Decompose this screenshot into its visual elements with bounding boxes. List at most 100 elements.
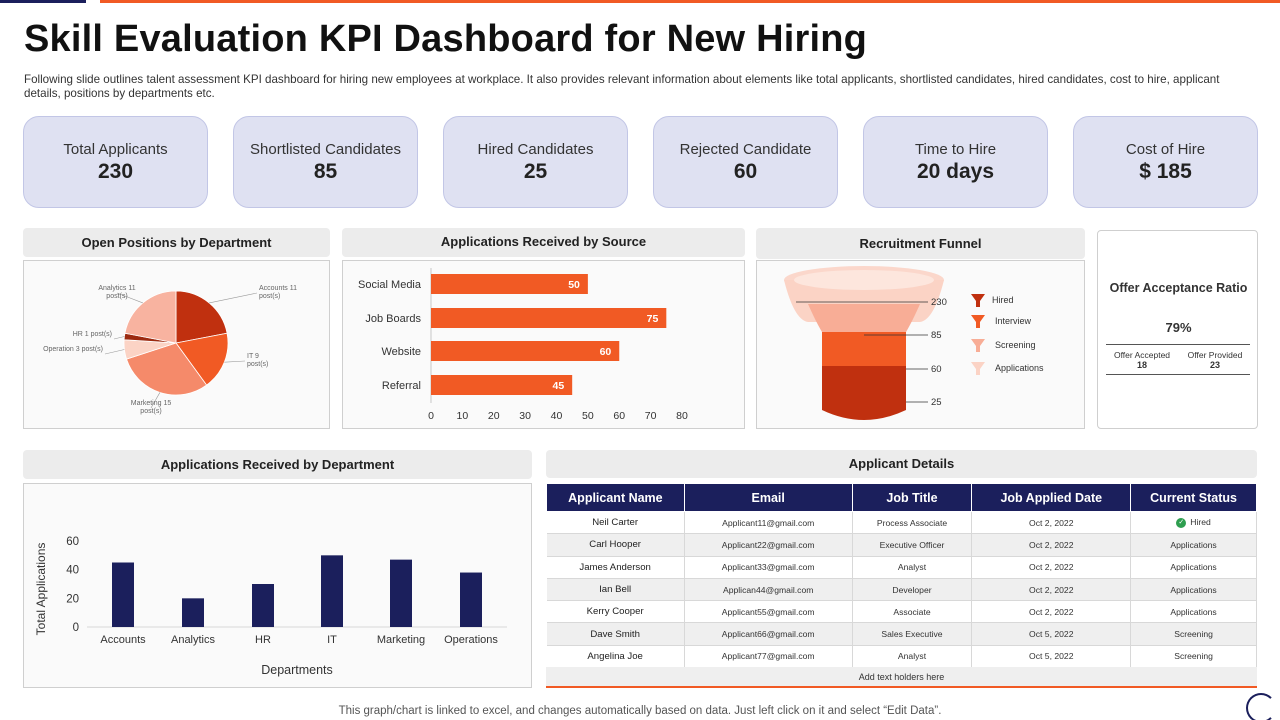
cell-name: James Anderson (546, 556, 685, 579)
funnel-value-label: 230 (931, 297, 947, 308)
table-row: Kerry Cooper Applicant55@gmail.com Assoc… (546, 600, 1257, 624)
bar-value-label: 75 (647, 313, 659, 325)
top-accent-navy (0, 0, 86, 3)
refresh-icon (1246, 693, 1276, 720)
x-tick-label: 0 (428, 410, 434, 422)
bar (460, 572, 482, 627)
offer-provided-label: Offer Provided (1187, 350, 1243, 360)
table-row: Ian Bell Applican44@gmail.com Developer … (546, 578, 1257, 602)
funnel-legend-label: Screening (995, 340, 1036, 350)
cell-status: Screening (1130, 622, 1257, 646)
pie-leader-line (113, 336, 125, 340)
cell-date: Oct 2, 2022 (971, 511, 1132, 535)
funnel-legend-label: Hired (992, 295, 1014, 305)
cell-job-title: Developer (852, 578, 973, 602)
bar (431, 308, 667, 328)
source-bar-chart: Social Media 50 Job Boards 75 Website 60 Refer… (358, 268, 688, 422)
pie-leader-line (104, 349, 125, 355)
kpi-label: Rejected Candidate (679, 141, 812, 158)
category-label: Job Boards (365, 313, 421, 325)
y-tick-label: 0 (73, 622, 79, 634)
cell-status: Applications (1130, 533, 1257, 557)
cell-email: Applicant77@gmail.com (684, 645, 853, 669)
offer-accepted-value: 18 (1136, 360, 1147, 370)
cell-job-title: Sales Executive (852, 622, 973, 646)
x-tick-label: HR (255, 634, 271, 646)
cell-job-title: Executive Officer (852, 533, 973, 557)
pie-slice-label: Operation 3 post(s) (43, 346, 103, 353)
cell-name: Dave Smith (546, 622, 685, 646)
funnel-stage-screening (808, 304, 920, 332)
cell-email: Applicant66@gmail.com (684, 622, 853, 646)
cell-email: Applicant22@gmail.com (684, 533, 853, 557)
bar (252, 584, 274, 627)
bar (431, 341, 620, 361)
bar (390, 559, 412, 627)
kpi-label: Shortlisted Candidates (250, 141, 401, 158)
cell-date: Oct 2, 2022 (971, 533, 1132, 557)
y-tick-label: 40 (66, 565, 79, 577)
table-row: Dave Smith Applicant66@gmail.com Sales E… (546, 622, 1257, 646)
cell-job-title: Process Associate (852, 511, 973, 535)
funnel-stage-hired (822, 366, 906, 420)
y-tick-label: 20 (66, 593, 79, 605)
dept-bar-chart: 0 20 40 60 Accounts Analytics HR IT Marketing Ope… (34, 536, 507, 677)
kpi-label: Total Applicants (63, 141, 168, 158)
cell-status: Applications (1130, 600, 1257, 624)
kpi-rejected: Rejected Candidate 60 (653, 116, 838, 208)
funnel-legend-icon (971, 315, 985, 328)
y-tick-label: 60 (66, 536, 79, 548)
bar (431, 274, 588, 294)
col-header-name: Applicant Name (546, 483, 685, 512)
x-tick-label: 30 (519, 410, 531, 422)
funnel-stage-interview (822, 332, 906, 366)
cell-name: Ian Bell (546, 578, 685, 602)
cell-date: Oct 2, 2022 (971, 556, 1132, 579)
status-text: Hired (1190, 517, 1211, 528)
x-tick-label: 80 (676, 410, 688, 422)
pie-chart: Accounts 11 post(s) IT 9 post(s) Marketing 1… (43, 285, 297, 415)
cell-status: Screening (1130, 645, 1257, 669)
cell-job-title: Associate (852, 600, 973, 624)
cell-email: Applicant11@gmail.com (684, 511, 853, 535)
x-tick-label: 70 (645, 410, 657, 422)
section-header-open-positions: Open Positions by Department (23, 228, 330, 257)
col-header-job-title: Job Title (851, 483, 973, 512)
funnel-legend-label: Applications (995, 363, 1044, 373)
kpi-label: Hired Candidates (477, 141, 594, 158)
cell-job-title: Analyst (852, 556, 973, 579)
applicant-table: Applicant Name Email Job Title Job Appli… (546, 483, 1257, 669)
section-header-apps-by-source: Applications Received by Source (342, 228, 745, 257)
cell-name: Angelina Joe (546, 645, 685, 669)
bar (321, 555, 343, 627)
table-row: Neil Carter Applicant11@gmail.com Proces… (546, 511, 1257, 535)
kpi-time-to-hire: Time to Hire 20 days (863, 116, 1048, 208)
page-title: Skill Evaluation KPI Dashboard for New H… (24, 18, 868, 60)
pie-slice-label: Marketing 15 post(s) (131, 400, 172, 415)
y-axis-title: Total Applications (34, 543, 48, 636)
section-header-applicant-details: Applicant Details (546, 450, 1257, 478)
kpi-total-applicants: Total Applicants 230 (23, 116, 208, 208)
bar (182, 598, 204, 627)
x-tick-label: Operations (444, 634, 498, 646)
funnel-legend-icon (971, 362, 985, 375)
bar (431, 375, 573, 395)
x-tick-label: Accounts (100, 634, 146, 646)
pie-leader-line (224, 360, 246, 363)
top-accent-orange (100, 0, 1280, 3)
funnel-value-label: 85 (931, 330, 942, 341)
kpi-shortlisted: Shortlisted Candidates 85 (233, 116, 418, 208)
kpi-value: $ 185 (1139, 160, 1192, 183)
cell-name: Neil Carter (546, 511, 685, 535)
cell-email: Applican44@gmail.com (684, 578, 853, 602)
offer-title: Offer Acceptance Ratio (1109, 281, 1248, 295)
x-tick-label: IT (327, 634, 337, 646)
cell-status: Applications (1130, 578, 1257, 602)
offer-divider-bottom (1106, 374, 1250, 375)
pie-slice (126, 342, 208, 396)
cell-date: Oct 2, 2022 (971, 578, 1132, 602)
cell-email: Applicant33@gmail.com (684, 556, 853, 579)
page-subtitle: Following slide outlines talent assessme… (24, 73, 1220, 100)
kpi-value: 85 (313, 160, 338, 183)
section-header-apps-by-dept: Applications Received by Department (23, 450, 532, 479)
